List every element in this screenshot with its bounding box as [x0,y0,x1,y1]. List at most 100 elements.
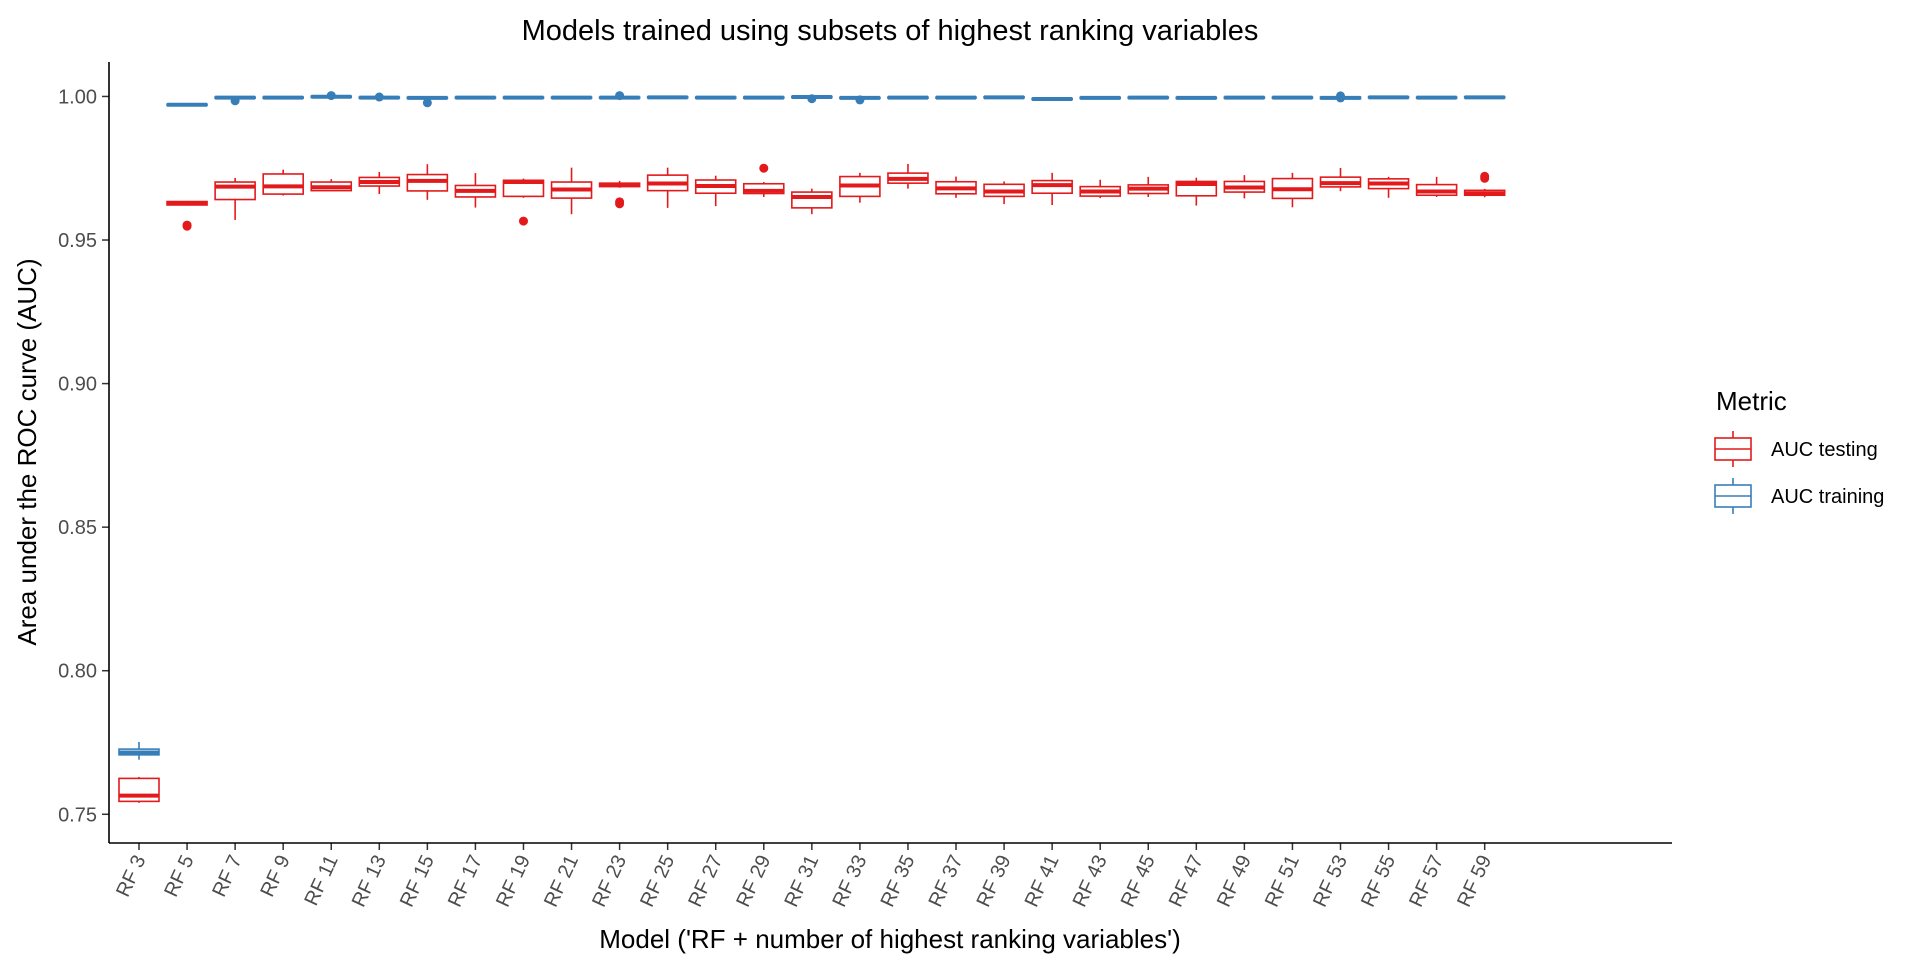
x-tick-label: RF 13 [348,852,391,911]
box [887,163,929,189]
box [214,95,256,106]
box [1415,95,1458,100]
x-tick-label: RF 7 [208,852,246,901]
x-tick-label: RF 35 [877,852,920,911]
box [694,175,737,207]
y-tick-label: 1.00 [58,86,97,108]
box [1031,172,1073,205]
box [358,92,401,102]
box-outlier [615,91,625,101]
box [262,95,304,100]
series-auc-training [118,91,1506,760]
box [1367,95,1410,100]
box [1319,167,1362,192]
box [1127,176,1170,197]
x-tick-label: RF 51 [1261,852,1304,911]
y-tick-label: 0.95 [58,230,97,252]
box [166,102,208,107]
box [935,176,977,198]
x-tick-label: RF 49 [1213,852,1256,911]
x-tick-label: RF 33 [828,852,871,911]
y-tick-label: 0.85 [58,517,97,539]
x-tick-label: RF 5 [160,852,198,901]
box-body [742,182,785,195]
y-tick-label: 0.80 [58,661,97,683]
box [118,776,160,803]
chart-title: Models trained using subsets of highest … [522,15,1259,47]
box [1127,95,1170,100]
box-body [791,191,833,209]
box [839,172,881,203]
box [983,95,1025,100]
box [1271,95,1314,100]
legend: Metric AUC testing AUC training [1714,386,1884,514]
legend-label: AUC training [1771,486,1884,508]
x-tick-label: RF 17 [444,852,487,911]
y-axis-title: Area under the ROC curve (AUC) [12,258,42,645]
y-axis-ticks: 0.75 0.80 0.85 0.90 0.95 1.00 [58,86,109,826]
box [1079,179,1121,199]
box-outlier [230,96,240,106]
x-tick-label: RF 31 [780,852,823,911]
legend-title: Metric [1716,386,1787,416]
y-tick-label: 0.90 [58,374,97,396]
legend-label: AUC testing [1771,439,1878,461]
x-axis-ticks: RF 3 RF 5 RF 7 RF 9 RF 11 RF 13 RF 15 RF 17 RF 1… [112,843,1496,910]
box [310,91,353,101]
x-tick-label: RF 47 [1165,852,1208,911]
box [742,163,785,197]
box-outlier [422,98,432,108]
x-tick-label: RF 55 [1357,852,1400,911]
box [1031,97,1073,102]
x-tick-label: RF 27 [684,852,727,911]
box [791,188,833,215]
x-tick-label: RF 29 [732,852,775,911]
box [502,95,545,100]
box [262,169,304,196]
box [646,167,689,208]
box-outlier [1480,173,1490,183]
box [935,95,977,100]
box-body [118,777,160,803]
box [1415,176,1458,197]
box [1367,176,1410,198]
box-outlier [1336,93,1345,103]
x-tick-label: RF 53 [1309,852,1352,911]
box-outlier [615,199,625,209]
box [1319,91,1362,103]
box [550,167,593,215]
box [839,95,881,105]
x-tick-label: RF 37 [925,852,968,911]
box [310,179,353,192]
box [598,180,641,209]
box [791,94,833,104]
box [1175,177,1218,206]
x-tick-label: RF 25 [636,852,679,911]
box [166,200,208,231]
box [406,95,449,108]
box-outlier [326,91,336,101]
box [1079,95,1121,100]
x-tick-label: RF 43 [1069,852,1112,911]
x-tick-label: RF 39 [973,852,1016,911]
legend-key-auc-training [1714,478,1752,514]
x-tick-label: RF 15 [396,852,439,911]
x-tick-label: RF 23 [588,852,631,911]
box [454,95,497,100]
box [1463,171,1506,198]
y-tick-label: 0.75 [58,804,97,826]
x-tick-label: RF 41 [1021,852,1064,911]
box [646,95,689,100]
x-axis-title: Model ('RF + number of highest ranking v… [599,924,1180,954]
box [983,181,1025,205]
x-tick-label: RF 57 [1405,852,1448,911]
box-outlier [855,95,865,105]
x-tick-label: RF 45 [1117,852,1160,911]
box [358,171,401,195]
box [598,91,641,101]
box [1175,95,1218,100]
box [454,173,497,208]
box [1463,95,1506,100]
box [887,95,929,100]
